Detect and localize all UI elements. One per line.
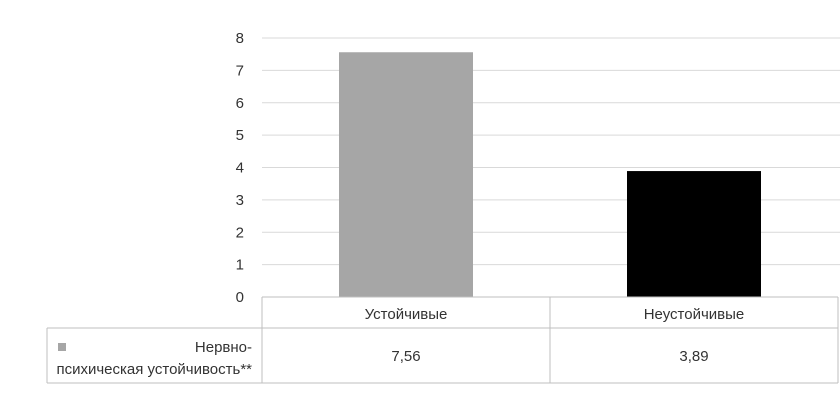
y-tick-label: 8 <box>236 30 244 47</box>
y-tick-label: 0 <box>236 289 244 306</box>
y-tick-label: 4 <box>236 160 244 177</box>
y-tick-label: 7 <box>236 62 244 79</box>
data-value-label: 7,56 <box>391 348 420 365</box>
legend-label-line2: психическая устойчивость** <box>56 361 252 378</box>
legend-key-cell: Нервно- психическая устойчивость** <box>56 339 252 378</box>
bar-2 <box>627 171 761 297</box>
data-table: Нервно- психическая устойчивость** Устой… <box>46 296 839 384</box>
y-axis-ticks: 0 1 2 3 4 5 6 7 8 <box>236 30 244 306</box>
y-tick-label: 5 <box>236 127 244 144</box>
x-category-label: Устойчивые <box>365 306 448 323</box>
legend-key-swatch <box>58 343 66 351</box>
y-tick-label: 1 <box>236 257 244 274</box>
bars <box>339 52 761 298</box>
y-tick-label: 3 <box>236 192 244 209</box>
y-tick-label: 2 <box>236 224 244 241</box>
y-tick-label: 6 <box>236 95 244 112</box>
legend-label-line1: Нервно- <box>195 339 252 356</box>
bar-1 <box>339 52 473 298</box>
data-value-label: 3,89 <box>679 348 708 365</box>
x-category-label: Неустойчивые <box>644 306 745 323</box>
